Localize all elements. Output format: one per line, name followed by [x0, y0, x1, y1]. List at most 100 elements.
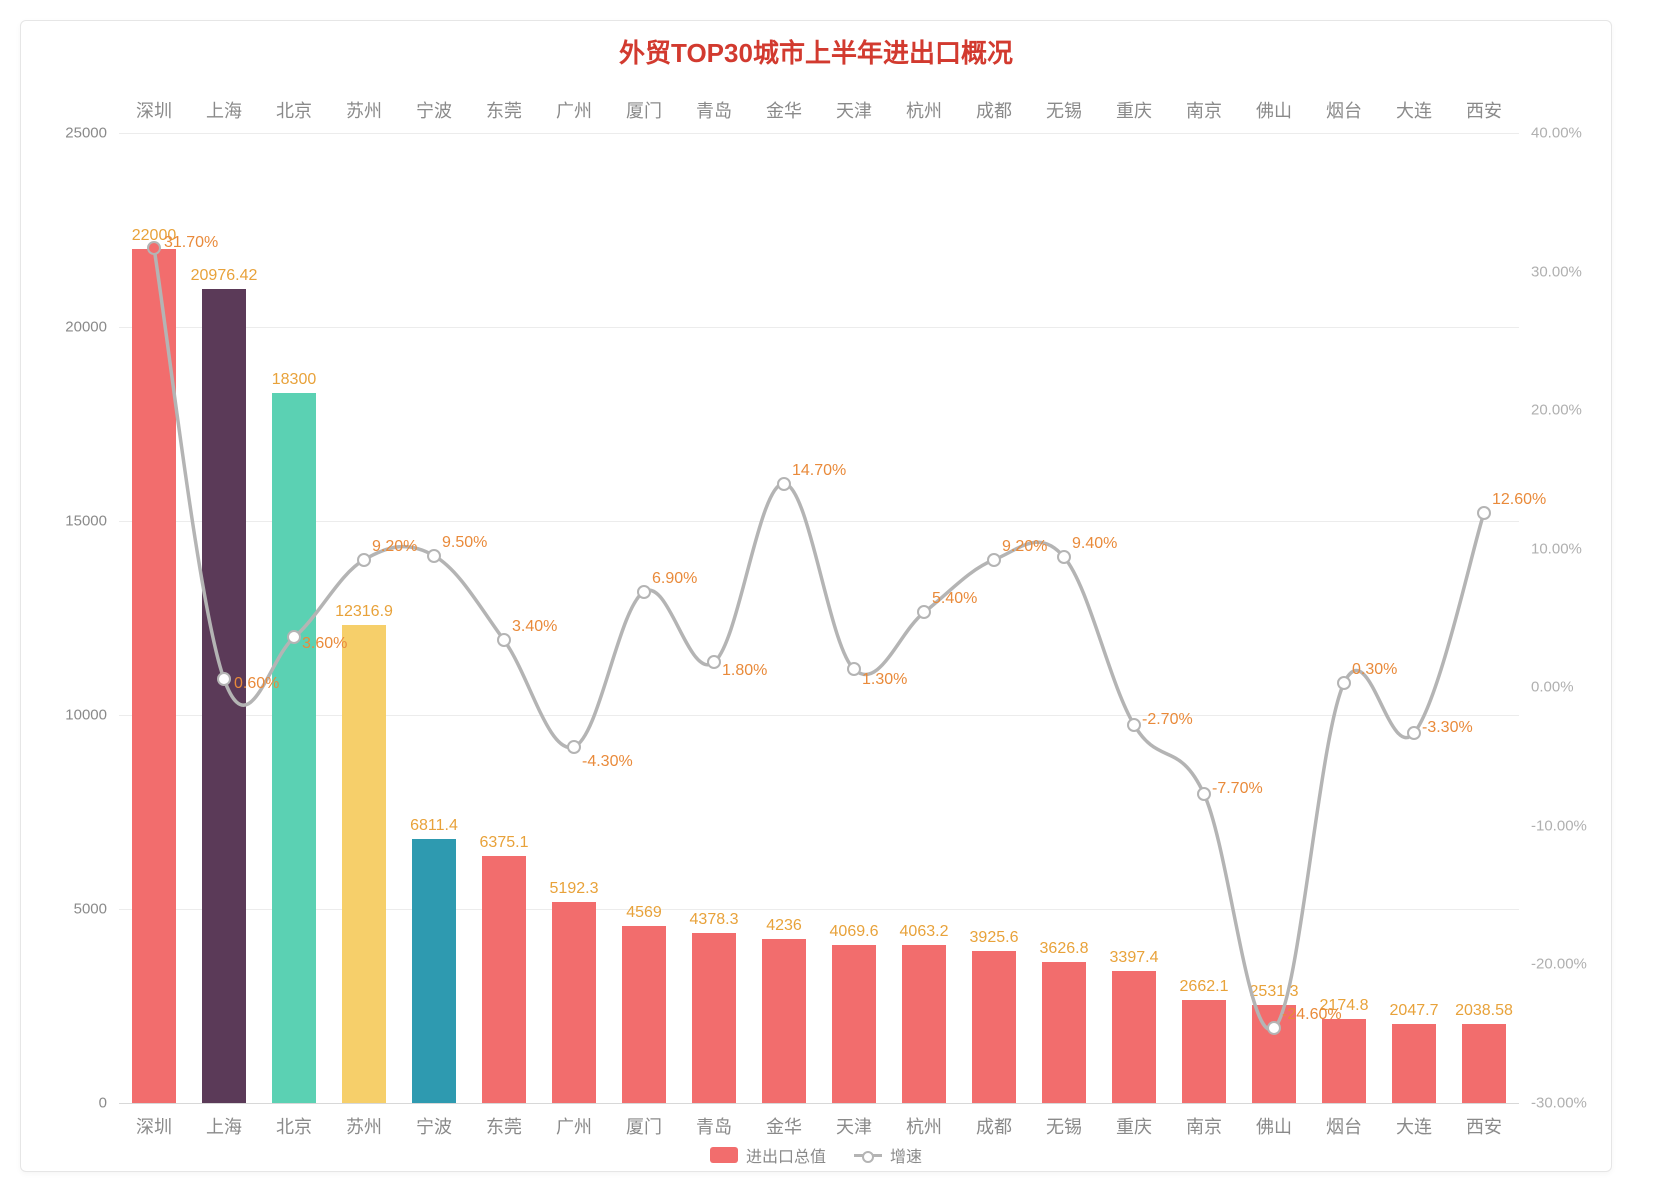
line-value-label: 31.70%	[164, 234, 218, 252]
line-marker	[917, 605, 931, 619]
x-category-top: 苏州	[346, 97, 382, 123]
x-category-bottom: 杭州	[906, 1113, 942, 1139]
x-category-bottom: 宁波	[416, 1113, 452, 1139]
x-category-bottom: 天津	[836, 1113, 872, 1139]
x-category-bottom: 青岛	[696, 1113, 732, 1139]
x-category-bottom: 上海	[206, 1113, 242, 1139]
y-left-tick: 10000	[65, 707, 107, 724]
x-category-top: 上海	[206, 97, 242, 123]
line-marker	[1057, 550, 1071, 564]
line-marker	[1337, 676, 1351, 690]
line-marker	[497, 633, 511, 647]
x-category-top: 杭州	[906, 97, 942, 123]
x-category-bottom: 无锡	[1046, 1113, 1082, 1139]
line-marker	[287, 630, 301, 644]
line-value-label: 9.20%	[372, 538, 417, 556]
line-marker	[987, 553, 1001, 567]
y-right-tick: -30.00%	[1531, 1095, 1587, 1112]
line-value-label: 1.80%	[722, 662, 767, 680]
x-category-bottom: 深圳	[136, 1113, 172, 1139]
y-left-tick: 15000	[65, 513, 107, 530]
line-value-label: 9.40%	[1072, 535, 1117, 553]
x-category-top: 深圳	[136, 97, 172, 123]
x-category-top: 厦门	[626, 97, 662, 123]
chart-title: 外贸TOP30城市上半年进出口概况	[21, 33, 1611, 70]
line-value-label: -24.60%	[1282, 1006, 1342, 1024]
line-marker	[217, 672, 231, 686]
line-value-label: -2.70%	[1142, 711, 1193, 729]
x-category-bottom: 金华	[766, 1113, 802, 1139]
x-category-top: 重庆	[1116, 97, 1152, 123]
x-category-top: 佛山	[1256, 97, 1292, 123]
y-left-tick: 25000	[65, 125, 107, 142]
y-right-tick: 30.00%	[1531, 263, 1582, 280]
x-category-top: 西安	[1466, 97, 1502, 123]
line-marker	[1127, 718, 1141, 732]
legend-item[interactable]: 进出口总值	[710, 1143, 826, 1167]
x-category-top: 东莞	[486, 97, 522, 123]
x-category-top: 烟台	[1326, 97, 1362, 123]
x-category-top: 成都	[976, 97, 1012, 123]
y-right-tick: 20.00%	[1531, 402, 1582, 419]
line-value-label: 12.60%	[1492, 491, 1546, 509]
line-value-label: -3.30%	[1422, 719, 1473, 737]
line-value-label: 1.30%	[862, 671, 907, 689]
line-value-label: 3.40%	[512, 618, 557, 636]
line-marker	[147, 241, 161, 255]
line-value-label: 0.30%	[1352, 661, 1397, 679]
x-category-bottom: 西安	[1466, 1113, 1502, 1139]
legend-label: 增速	[890, 1143, 922, 1167]
x-category-top: 金华	[766, 97, 802, 123]
x-category-bottom: 佛山	[1256, 1113, 1292, 1139]
line-value-label: 9.50%	[442, 534, 487, 552]
x-category-bottom: 厦门	[626, 1113, 662, 1139]
line-marker	[777, 477, 791, 491]
line-value-label: 6.90%	[652, 570, 697, 588]
legend-swatch-bar	[710, 1147, 738, 1163]
y-right-tick: -20.00%	[1531, 956, 1587, 973]
line-marker	[567, 740, 581, 754]
growth-line	[119, 133, 1519, 1103]
line-value-label: -4.30%	[582, 753, 633, 771]
line-value-label: 3.60%	[302, 635, 347, 653]
x-category-top: 无锡	[1046, 97, 1082, 123]
x-category-bottom: 东莞	[486, 1113, 522, 1139]
plot-area: 0500010000150002000025000-30.00%-20.00%-…	[119, 133, 1519, 1103]
line-marker	[1197, 787, 1211, 801]
legend-swatch-line	[854, 1154, 882, 1157]
x-category-top: 北京	[276, 97, 312, 123]
line-marker	[1477, 506, 1491, 520]
x-category-bottom: 北京	[276, 1113, 312, 1139]
line-marker	[427, 549, 441, 563]
y-left-tick: 0	[99, 1095, 107, 1112]
chart-frame: 外贸TOP30城市上半年进出口概况 0500010000150002000025…	[20, 20, 1612, 1172]
legend-label: 进出口总值	[746, 1143, 826, 1167]
x-category-top: 宁波	[416, 97, 452, 123]
y-right-tick: -10.00%	[1531, 817, 1587, 834]
x-category-bottom: 苏州	[346, 1113, 382, 1139]
y-right-tick: 10.00%	[1531, 540, 1582, 557]
line-value-label: 14.70%	[792, 462, 846, 480]
x-category-top: 天津	[836, 97, 872, 123]
x-category-bottom: 成都	[976, 1113, 1012, 1139]
legend-item[interactable]: 增速	[854, 1143, 922, 1167]
x-category-bottom: 南京	[1186, 1113, 1222, 1139]
x-category-top: 广州	[556, 97, 592, 123]
line-marker	[357, 553, 371, 567]
legend: 进出口总值 增速	[21, 1143, 1611, 1167]
line-marker	[1267, 1021, 1281, 1035]
y-left-tick: 20000	[65, 319, 107, 336]
y-left-tick: 5000	[74, 901, 107, 918]
line-value-label: -7.70%	[1212, 780, 1263, 798]
x-category-bottom: 烟台	[1326, 1113, 1362, 1139]
line-value-label: 5.40%	[932, 590, 977, 608]
x-category-bottom: 大连	[1396, 1113, 1432, 1139]
y-right-tick: 40.00%	[1531, 125, 1582, 142]
x-category-top: 大连	[1396, 97, 1432, 123]
line-marker	[1407, 726, 1421, 740]
line-marker	[707, 655, 721, 669]
x-category-top: 南京	[1186, 97, 1222, 123]
gridline	[119, 1103, 1519, 1104]
x-category-bottom: 重庆	[1116, 1113, 1152, 1139]
line-value-label: 0.60%	[234, 675, 279, 693]
